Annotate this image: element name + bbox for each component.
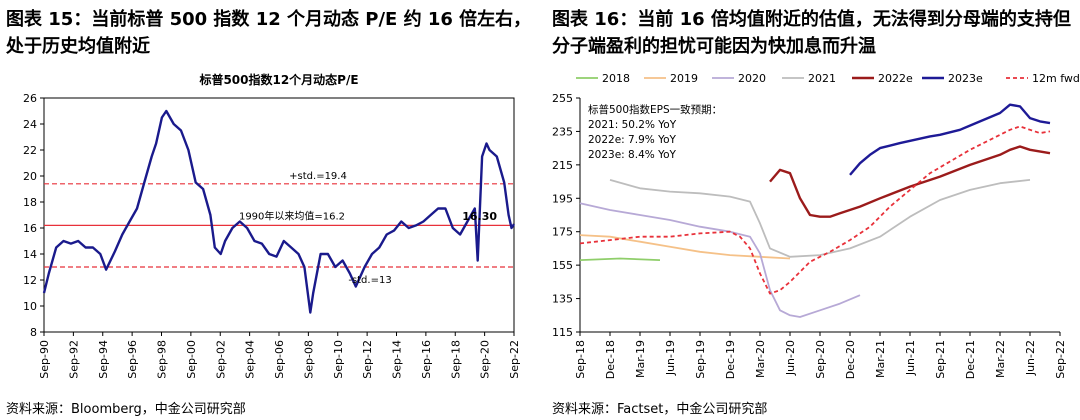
y-tick-label: 18 bbox=[23, 196, 37, 209]
left-figure-caption: 图表 15：当前标普 500 指数 12 个月动态 P/E 约 16 倍左右，处… bbox=[6, 9, 532, 57]
y-tick-label: 135 bbox=[552, 293, 573, 306]
y-tick-label: 215 bbox=[552, 159, 573, 172]
x-tick-label: Dec-21 bbox=[964, 340, 977, 379]
annotation-current-pe: 16.30 bbox=[462, 210, 497, 223]
x-tick-label: Sep-90 bbox=[38, 340, 51, 379]
x-tick-label: Sep-98 bbox=[156, 340, 169, 379]
x-tick-label: Mar-19 bbox=[634, 340, 647, 378]
chart-title: 标普500指数12个月动态P/E bbox=[198, 72, 358, 87]
x-tick-label: Sep-21 bbox=[934, 340, 947, 379]
y-tick-label: 12 bbox=[23, 274, 37, 287]
x-tick-label: Mar-20 bbox=[754, 340, 767, 378]
x-tick-label: Sep-22 bbox=[1054, 340, 1067, 379]
y-tick-label: 22 bbox=[23, 144, 37, 157]
x-tick-label: Sep-20 bbox=[814, 340, 827, 379]
x-tick-label: Sep-96 bbox=[126, 340, 139, 379]
annotation-minus-std: -std.=13 bbox=[348, 275, 391, 286]
legend-label-2020: 2020 bbox=[738, 72, 766, 85]
left-source-note: 资料来源：Bloomberg，中金公司研究部 bbox=[6, 402, 246, 417]
x-tick-label: Jun-21 bbox=[904, 340, 917, 376]
y-tick-label: 24 bbox=[23, 118, 37, 131]
pe-series-line bbox=[42, 109, 516, 314]
x-tick-label: Sep-92 bbox=[67, 340, 80, 379]
y-tick-label: 26 bbox=[23, 92, 37, 105]
y-tick-label: 115 bbox=[552, 326, 573, 339]
x-tick-label: Sep-08 bbox=[302, 340, 315, 379]
y-tick-label: 235 bbox=[552, 125, 573, 138]
x-tick-label: Sep-19 bbox=[694, 340, 707, 379]
x-tick-label: Dec-20 bbox=[844, 340, 857, 379]
right-figure-caption: 图表 16：当前 16 倍均值附近的估值，无法得到分母端的支持但分子端盈利的担忧… bbox=[552, 9, 1071, 57]
x-tick-label: Sep-94 bbox=[97, 340, 110, 379]
y-tick-label: 8 bbox=[30, 326, 37, 339]
y-tick-label: 155 bbox=[552, 259, 573, 272]
x-tick-label: Sep-18 bbox=[574, 340, 587, 379]
series-line-2019 bbox=[579, 234, 791, 260]
eps-annotation-line: 2022e: 7.9% YoY bbox=[588, 134, 677, 146]
y-tick-label: 20 bbox=[23, 170, 37, 183]
legend-label-12m-fwd: 12m fwd bbox=[1032, 72, 1080, 85]
right-source-note: 资料来源：Factset，中金公司研究部 bbox=[552, 402, 768, 417]
annotation-mean: 1990年以来均值=16.2 bbox=[239, 209, 345, 222]
x-tick-label: Sep-16 bbox=[420, 340, 433, 379]
series-line-12m-fwd bbox=[579, 125, 1051, 295]
x-tick-label: Sep-22 bbox=[508, 340, 521, 379]
x-tick-label: Dec-18 bbox=[604, 340, 617, 379]
annotation-plus-std: +std.=19.4 bbox=[289, 171, 347, 182]
y-tick-label: 16 bbox=[23, 222, 37, 235]
series-line-2018 bbox=[579, 257, 661, 261]
legend-label-2019: 2019 bbox=[670, 72, 698, 85]
x-tick-label: Jun-19 bbox=[664, 340, 677, 376]
x-tick-label: Sep-14 bbox=[391, 340, 404, 379]
y-tick-label: 175 bbox=[552, 226, 573, 239]
y-tick-label: 255 bbox=[552, 92, 573, 105]
x-tick-label: Dec-19 bbox=[724, 340, 737, 379]
legend-label-2021: 2021 bbox=[808, 72, 836, 85]
x-tick-label: Sep-06 bbox=[273, 340, 286, 379]
x-tick-label: Sep-10 bbox=[332, 340, 345, 379]
x-tick-label: Jun-22 bbox=[1024, 340, 1037, 376]
series-line-2023e bbox=[849, 103, 1051, 176]
eps-annotation-line: 2021: 50.2% YoY bbox=[588, 119, 677, 131]
x-tick-label: Sep-00 bbox=[185, 340, 198, 379]
x-tick-label: Sep-02 bbox=[214, 340, 227, 379]
eps-annotation-line: 标普500指数EPS一致预期： bbox=[588, 103, 722, 116]
x-tick-label: Sep-12 bbox=[361, 340, 374, 379]
series-line-2021 bbox=[609, 179, 1031, 258]
x-tick-label: Sep-18 bbox=[449, 340, 462, 379]
x-tick-label: Mar-22 bbox=[994, 340, 1007, 378]
y-tick-label: 195 bbox=[552, 192, 573, 205]
y-tick-label: 14 bbox=[23, 248, 37, 261]
eps-annotation-line: 2023e: 8.4% YoY bbox=[588, 149, 677, 161]
series-line-2020 bbox=[579, 202, 861, 318]
legend-label-2018: 2018 bbox=[602, 72, 630, 85]
pe-chart: 标普500指数12个月动态P/E 8 10 12 14 16 18 20 22 24 26 Sep-9… bbox=[23, 72, 521, 379]
eps-chart: 115 135 155 175 195 215 235 255 Sep-18 Dec-18 Mar-… bbox=[552, 72, 1080, 379]
legend-label-2022e: 2022e bbox=[878, 72, 913, 85]
x-tick-label: Sep-20 bbox=[479, 340, 492, 379]
x-tick-label: Mar-21 bbox=[874, 340, 887, 378]
legend-label-2023e: 2023e bbox=[948, 72, 983, 85]
y-tick-label: 10 bbox=[23, 300, 37, 313]
series-line-2022e bbox=[769, 145, 1051, 218]
x-tick-label: Sep-04 bbox=[244, 340, 257, 379]
x-tick-label: Jun-20 bbox=[784, 340, 797, 376]
